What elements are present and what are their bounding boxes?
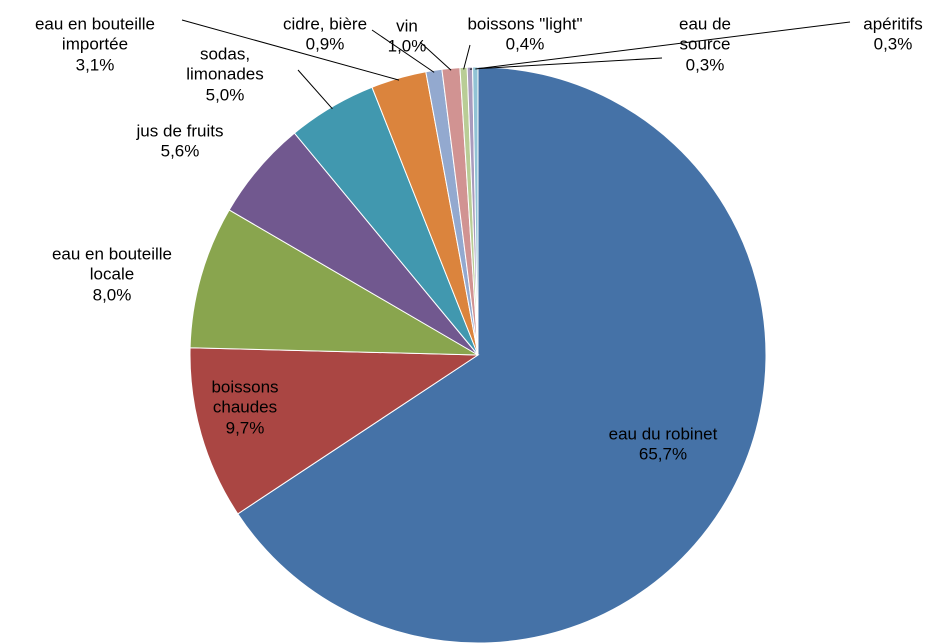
pie-slice [237,66,767,643]
value-label: 3,1% [75,55,115,75]
category-label: apéritifs [863,14,923,34]
value-label: 0,9% [305,35,345,54]
data-label: eau en bouteille importée 3,1% [20,14,170,75]
value-label: 1,0% [387,37,427,56]
category-label: vin [396,16,418,36]
data-label: eau de source 0,3% [665,14,745,75]
data-label: apéritifs 0,3% [843,15,943,56]
data-label: boissons "light" 0,4% [455,15,595,56]
data-label: jus de fruits 5,6% [110,122,250,163]
leader-line [419,41,452,71]
pie-slice [472,66,479,356]
value-label: 65,7% [638,445,688,464]
category-label: boissons "light" [467,14,583,34]
leader-line [475,21,851,70]
leader-line [371,29,435,73]
value-label: 5,0% [205,85,245,105]
data-label: eau en bouteille locale 8,0% [42,244,182,305]
value-label: 0,4% [505,35,545,54]
data-label: boissons chaudes 9,7% [200,377,290,438]
value-label: 5,6% [160,142,200,161]
category-label: boissons chaudes [211,377,279,417]
category-label: cidre, bière [282,14,368,34]
pie-slice [189,347,480,515]
leader-line [181,19,400,81]
category-label: eau de source [679,14,731,54]
data-label: vin 1,0% [387,17,427,58]
category-label: sodas, limonades [186,44,264,84]
pie-slice [189,209,479,356]
leader-line [469,57,663,70]
data-label: sodas, limonades 5,0% [178,44,273,105]
leader-line [463,44,471,70]
category-label: eau du robinet [608,424,718,444]
value-label: 9,7% [225,418,265,438]
category-label: jus de fruits [136,121,224,141]
value-label: 8,0% [92,285,132,305]
data-label: cidre, bière 0,9% [265,15,385,56]
value-label: 0,3% [685,55,725,75]
data-label: eau du robinet 65,7% [583,425,743,466]
leader-line [297,69,333,110]
category-label: eau en bouteille importée [34,14,156,54]
category-label: eau en bouteille locale [51,244,173,284]
value-label: 0,3% [873,35,913,54]
